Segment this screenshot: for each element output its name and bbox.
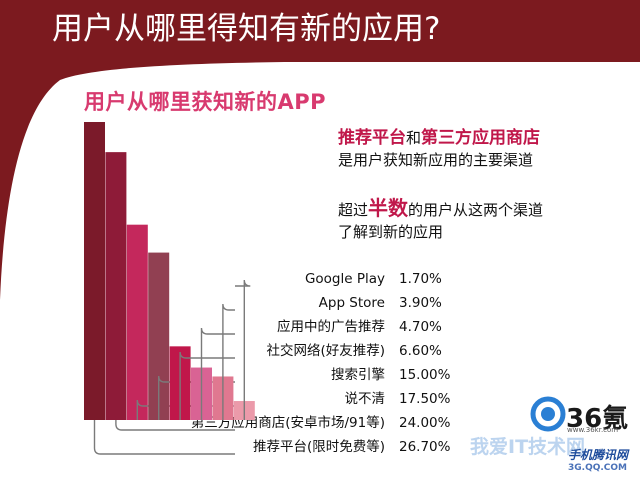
callout-line-2: 是用户获知新应用的主要渠道: [338, 151, 534, 169]
callout-suffix: 的用户从这两个渠道: [408, 201, 544, 219]
callout-highlight-store: 第三方应用商店: [421, 128, 541, 148]
bar-0: [84, 122, 105, 420]
category-label-6: App Store: [319, 295, 385, 311]
logo-36kr-icon: [530, 396, 566, 432]
value-label-0: 26.70%: [399, 439, 451, 455]
category-label-5: 应用中的广告推荐: [277, 318, 385, 335]
bar-1: [105, 152, 127, 420]
leader-line-7: [235, 279, 251, 420]
title-banner: 用户从哪里得知有新的应用?: [0, 0, 640, 62]
logo-36kr-url: www.36kr.com: [567, 426, 619, 434]
bar-2: [126, 224, 148, 420]
leader-line-5: [200, 327, 235, 420]
callout-prefix: 超过: [338, 201, 369, 219]
category-label-4: 社交网络(好友推荐): [266, 342, 385, 359]
callout-line-3: 超过半数的用户从这两个渠道: [338, 198, 543, 220]
logo-36kr-text: 36氪: [566, 404, 629, 434]
callout-line-4: 了解到新的应用: [338, 223, 444, 241]
leader-line-0: [93, 420, 235, 455]
watermark-itjs: 我爱IT技术网: [470, 436, 586, 458]
bar-3: [148, 252, 170, 420]
category-label-0: 推荐平台(限时免费等): [253, 438, 385, 455]
leader-line-2: [136, 399, 235, 420]
category-label-3: 搜索引擎: [331, 367, 385, 383]
chart-title: 用户从哪里获知新的APP: [84, 90, 327, 114]
page-title: 用户从哪里得知有新的应用?: [52, 11, 441, 47]
category-label-2: 说不清: [345, 391, 386, 407]
leader-line-1: [115, 420, 235, 431]
callout-connector: 和: [406, 129, 422, 147]
value-label-7: 1.70%: [399, 271, 442, 287]
watermark-qq-title: 手机腾讯网: [568, 448, 629, 462]
watermark-qq-url: 3G.QQ.COM: [568, 463, 628, 473]
value-label-6: 3.90%: [399, 295, 442, 311]
callout-line-1: 推荐平台和第三方应用商店: [338, 128, 540, 148]
value-label-1: 24.00%: [399, 415, 451, 431]
callout-highlight-half: 半数: [368, 196, 409, 220]
value-label-2: 17.50%: [399, 391, 451, 407]
value-label-3: 15.00%: [399, 367, 451, 383]
value-label-5: 4.70%: [399, 319, 442, 335]
leader-line-4: [179, 351, 235, 420]
category-label-7: Google Play: [305, 271, 385, 287]
watermark-qq: 手机腾讯网 3G.QQ.COM: [568, 446, 628, 473]
leader-line-6: [222, 303, 235, 420]
value-label-4: 6.60%: [399, 343, 442, 359]
callout-highlight-platform: 推荐平台: [338, 128, 406, 148]
leader-line-3: [158, 375, 235, 420]
